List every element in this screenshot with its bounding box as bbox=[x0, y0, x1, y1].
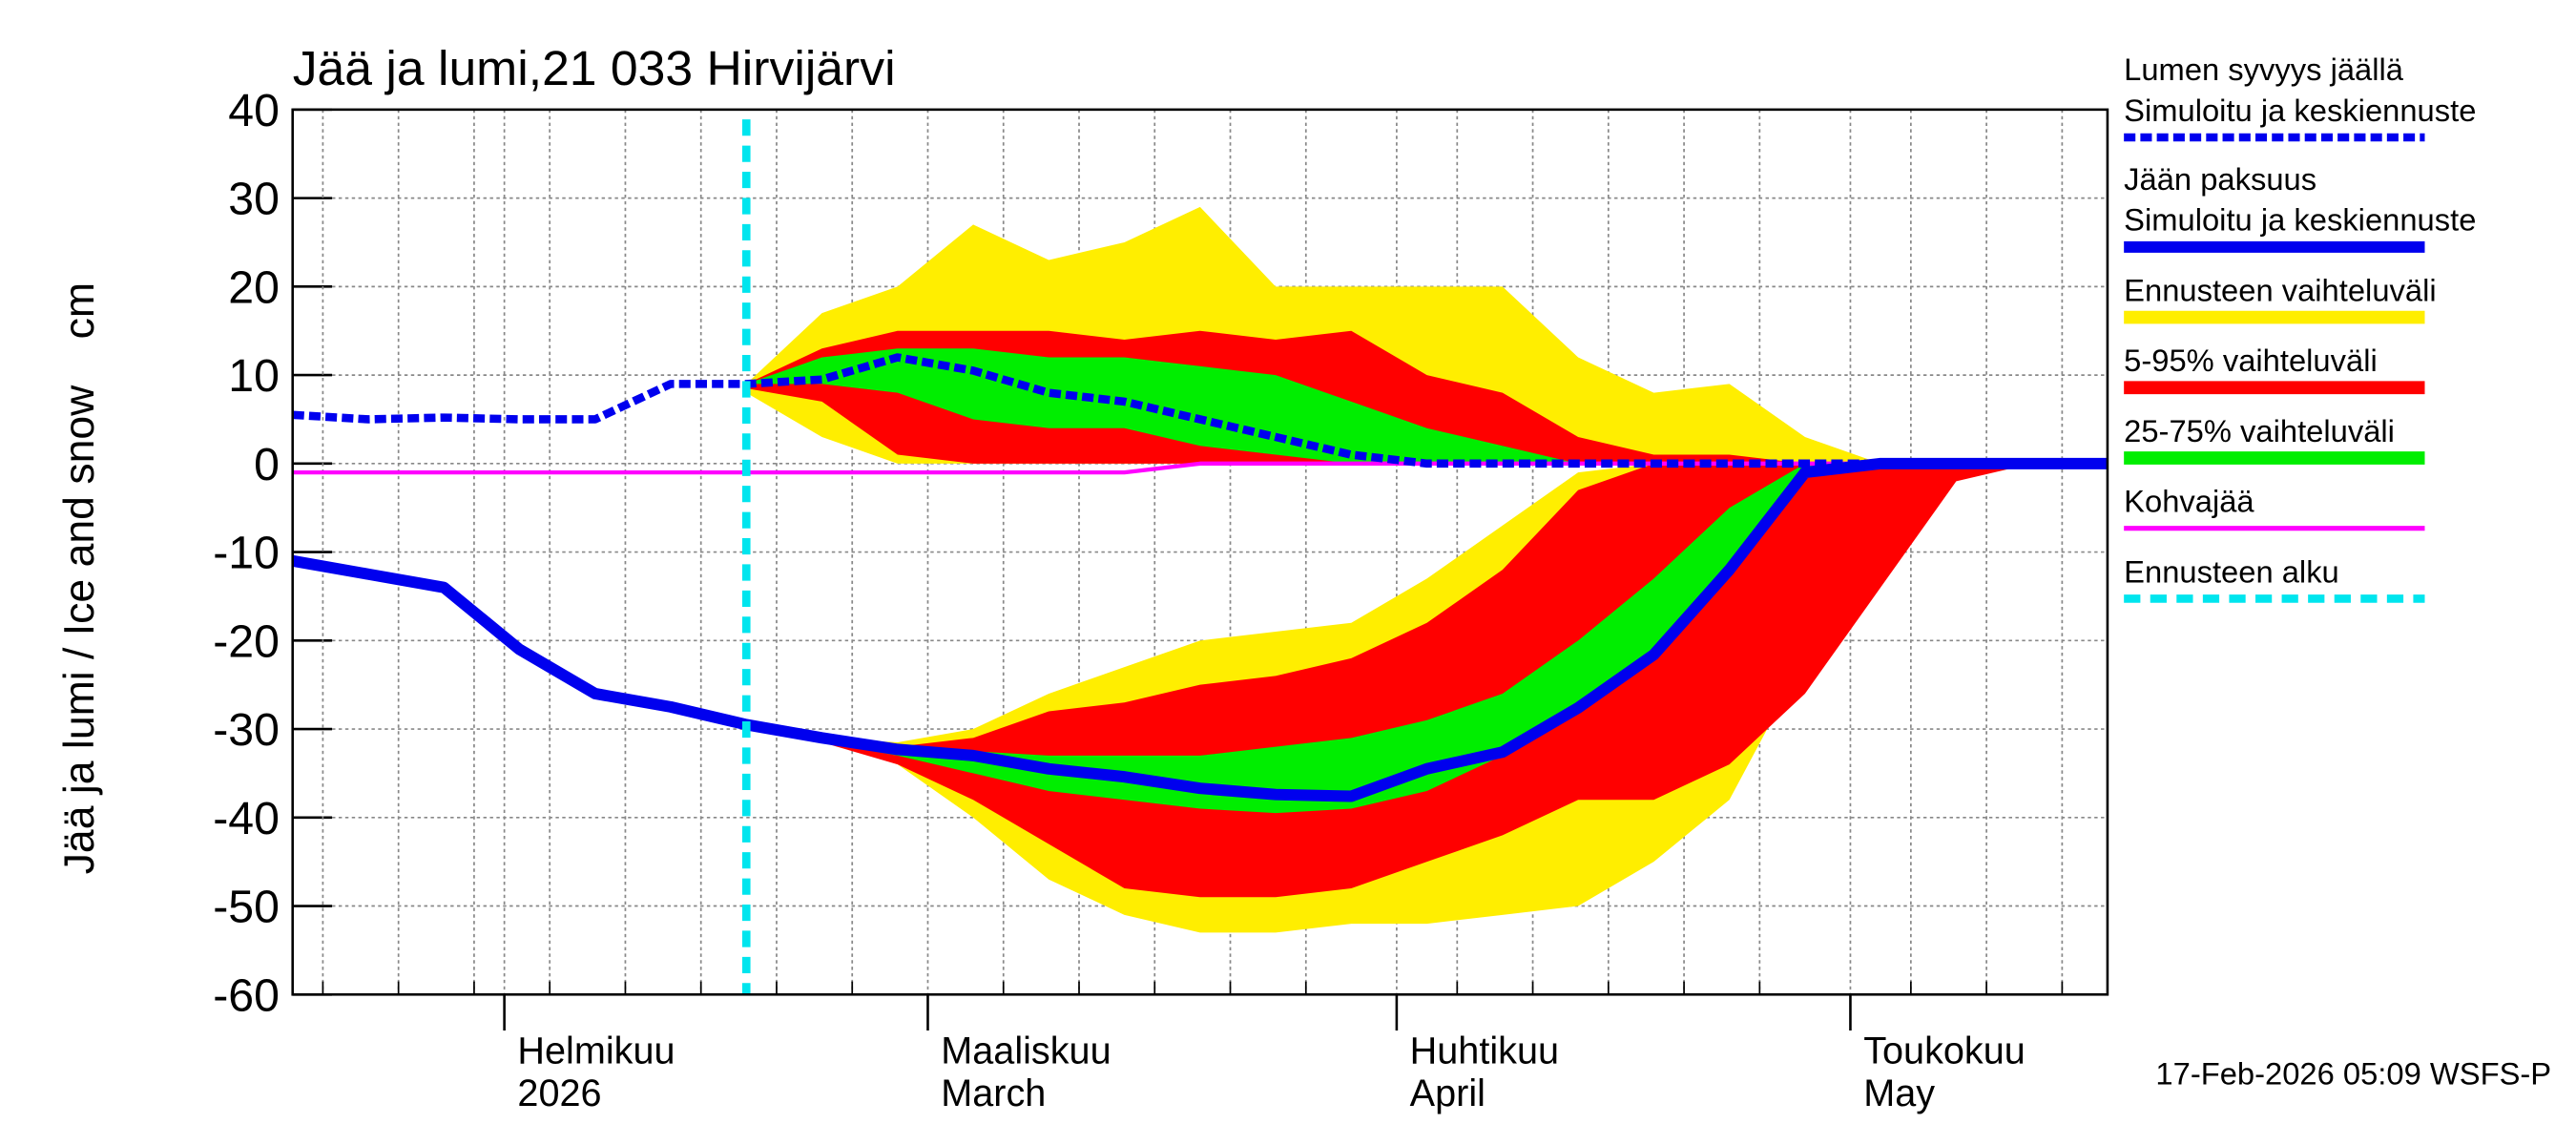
x-tick-label: Helmikuu bbox=[517, 1030, 675, 1072]
x-tick-sublabel: March bbox=[941, 1072, 1046, 1114]
legend-label: Kohvajää bbox=[2124, 484, 2254, 519]
y-tick-label: -20 bbox=[213, 616, 280, 668]
x-tick-sublabel: April bbox=[1410, 1072, 1485, 1114]
legend-label: 5-95% vaihteluväli bbox=[2124, 343, 2378, 378]
forecast-band bbox=[746, 463, 2108, 898]
legend-label: Ennusteen vaihteluväli bbox=[2124, 273, 2436, 308]
chart-title: Jää ja lumi,21 033 Hirvijärvi bbox=[293, 40, 896, 95]
y-tick-label: 40 bbox=[228, 85, 280, 136]
y-tick-label: 10 bbox=[228, 350, 280, 402]
legend-label: Lumen syvyys jäällä bbox=[2124, 52, 2404, 87]
y-axis-unit: cm bbox=[56, 282, 103, 339]
forecast-band bbox=[746, 348, 2108, 464]
legend-label: Simuloitu ja keskiennuste bbox=[2124, 202, 2476, 238]
legend-label: 25-75% vaihteluväli bbox=[2124, 413, 2395, 448]
y-tick-label: -30 bbox=[213, 704, 280, 756]
y-tick-label: -40 bbox=[213, 793, 280, 844]
x-tick-label: Huhtikuu bbox=[1410, 1030, 1559, 1072]
legend-label: Ennusteen alku bbox=[2124, 553, 2339, 589]
series-line bbox=[291, 457, 2108, 802]
forecast-band bbox=[746, 463, 2108, 814]
y-tick-label: -50 bbox=[213, 882, 280, 933]
x-tick-sublabel: 2026 bbox=[517, 1072, 601, 1114]
series-line bbox=[292, 353, 2108, 468]
timestamp: 17-Feb-2026 05:09 WSFS-P bbox=[2155, 1056, 2551, 1092]
x-tick-label: Toukokuu bbox=[1863, 1030, 2025, 1072]
x-tick-label: Maaliskuu bbox=[941, 1030, 1111, 1072]
x-tick-sublabel: May bbox=[1863, 1072, 1935, 1114]
y-tick-label: -10 bbox=[213, 528, 280, 579]
y-tick-label: 20 bbox=[228, 262, 280, 314]
y-axis-label: Jää ja lumi / Ice and snow bbox=[56, 385, 103, 874]
legend-label: Jään paksuus bbox=[2124, 161, 2316, 197]
plot-frame bbox=[291, 108, 2109, 996]
y-tick-label: -60 bbox=[213, 970, 280, 1022]
legend-label: Simuloitu ja keskiennuste bbox=[2124, 93, 2476, 128]
y-tick-label: 30 bbox=[228, 174, 280, 225]
y-tick-label: 0 bbox=[254, 439, 280, 490]
